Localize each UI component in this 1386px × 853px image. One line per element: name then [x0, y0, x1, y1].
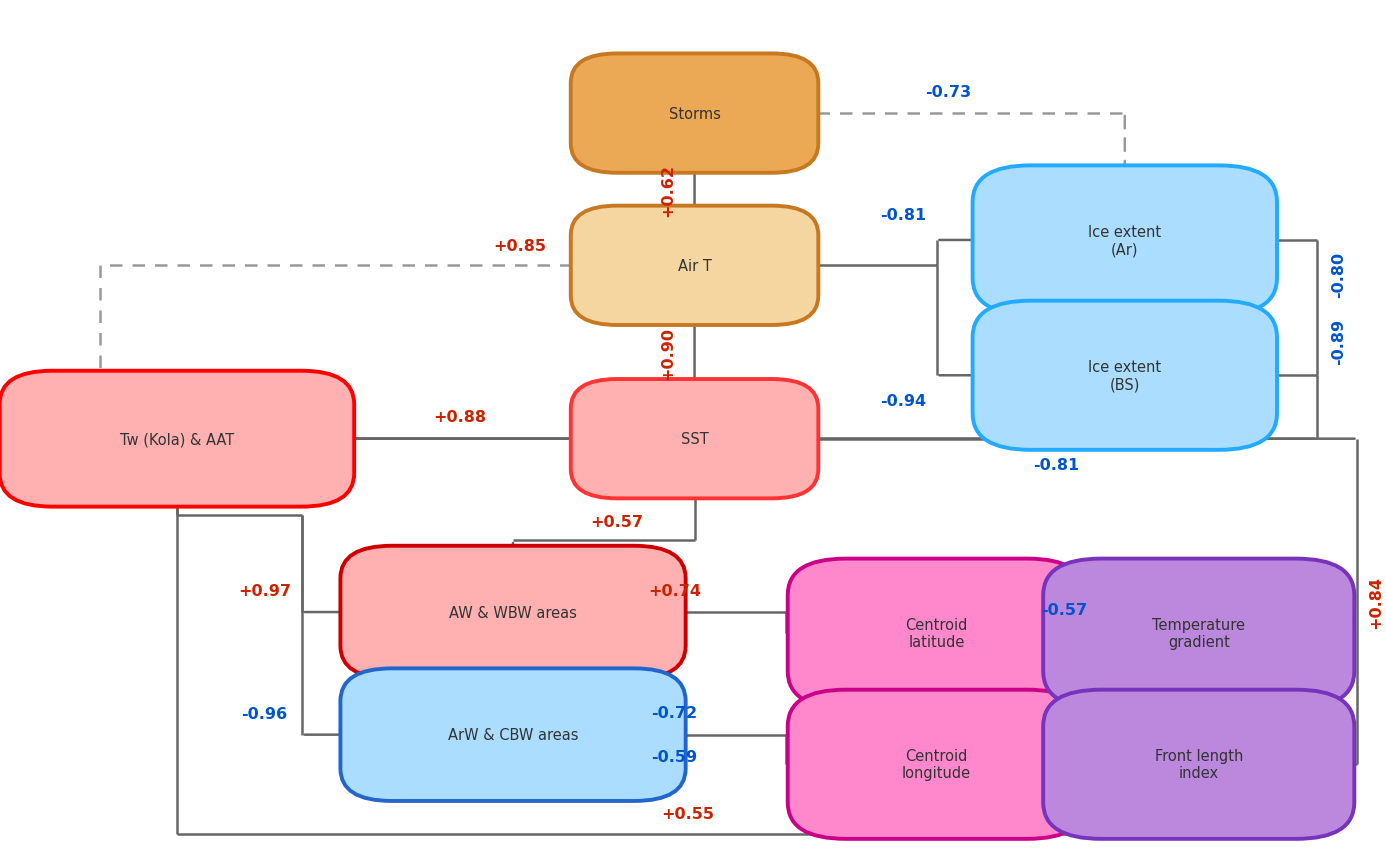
FancyBboxPatch shape: [571, 206, 818, 326]
Text: -0.96: -0.96: [241, 706, 287, 721]
FancyArrowPatch shape: [789, 629, 840, 638]
Text: SST: SST: [681, 432, 708, 447]
Text: +0.62: +0.62: [660, 164, 675, 217]
FancyArrowPatch shape: [690, 299, 699, 403]
Text: Temperature
gradient: Temperature gradient: [1152, 618, 1245, 650]
FancyArrowPatch shape: [1030, 629, 1096, 638]
Text: Centroid
latitude: Centroid latitude: [905, 618, 967, 650]
Text: +0.97: +0.97: [238, 583, 291, 599]
Text: -0.81: -0.81: [1034, 457, 1080, 472]
Text: +0.55: +0.55: [661, 806, 714, 821]
FancyArrowPatch shape: [1020, 381, 1033, 437]
Text: -0.59: -0.59: [651, 749, 697, 764]
Text: AW & WBW areas: AW & WBW areas: [449, 605, 577, 620]
Text: Ice extent
(Ar): Ice extent (Ar): [1088, 224, 1161, 257]
Text: -0.94: -0.94: [880, 394, 926, 409]
FancyBboxPatch shape: [341, 669, 686, 801]
Text: +0.57: +0.57: [590, 514, 643, 530]
Text: -0.73: -0.73: [926, 84, 972, 100]
FancyBboxPatch shape: [571, 380, 818, 499]
FancyArrowPatch shape: [509, 543, 517, 573]
Text: -0.57: -0.57: [1041, 602, 1088, 618]
FancyArrowPatch shape: [690, 148, 699, 230]
FancyArrowPatch shape: [306, 435, 614, 444]
FancyArrowPatch shape: [940, 371, 1026, 380]
FancyArrowPatch shape: [789, 760, 840, 769]
Text: +0.88: +0.88: [432, 409, 485, 425]
Text: -0.89: -0.89: [1331, 319, 1346, 365]
FancyBboxPatch shape: [787, 690, 1085, 838]
FancyBboxPatch shape: [973, 301, 1277, 450]
Text: +0.74: +0.74: [647, 583, 701, 599]
FancyBboxPatch shape: [0, 371, 355, 507]
Text: ArW & CBW areas: ArW & CBW areas: [448, 728, 578, 742]
Text: Tw (Kola) & AAT: Tw (Kola) & AAT: [119, 432, 234, 447]
Text: Ice extent
(BS): Ice extent (BS): [1088, 360, 1161, 392]
FancyArrowPatch shape: [940, 236, 1026, 245]
FancyBboxPatch shape: [1044, 559, 1354, 708]
Text: +0.84: +0.84: [1369, 575, 1383, 629]
FancyBboxPatch shape: [787, 559, 1085, 708]
FancyArrowPatch shape: [306, 435, 1314, 444]
FancyBboxPatch shape: [973, 166, 1277, 315]
Text: +0.90: +0.90: [660, 326, 675, 379]
Text: +0.85: +0.85: [493, 238, 546, 253]
Text: -0.72: -0.72: [651, 705, 697, 720]
Text: Front length
index: Front length index: [1155, 748, 1243, 780]
Text: Centroid
longitude: Centroid longitude: [902, 748, 972, 780]
FancyArrowPatch shape: [306, 435, 1354, 444]
FancyBboxPatch shape: [1044, 690, 1354, 838]
Text: -0.81: -0.81: [880, 208, 926, 223]
Text: Storms: Storms: [668, 107, 721, 121]
FancyArrowPatch shape: [1195, 808, 1203, 831]
FancyArrowPatch shape: [103, 400, 172, 409]
FancyArrowPatch shape: [1120, 117, 1130, 197]
Text: -0.80: -0.80: [1331, 252, 1346, 298]
FancyBboxPatch shape: [571, 55, 818, 173]
FancyArrowPatch shape: [305, 608, 387, 617]
Text: Air T: Air T: [678, 258, 711, 274]
FancyArrowPatch shape: [305, 730, 387, 740]
FancyBboxPatch shape: [341, 546, 686, 678]
